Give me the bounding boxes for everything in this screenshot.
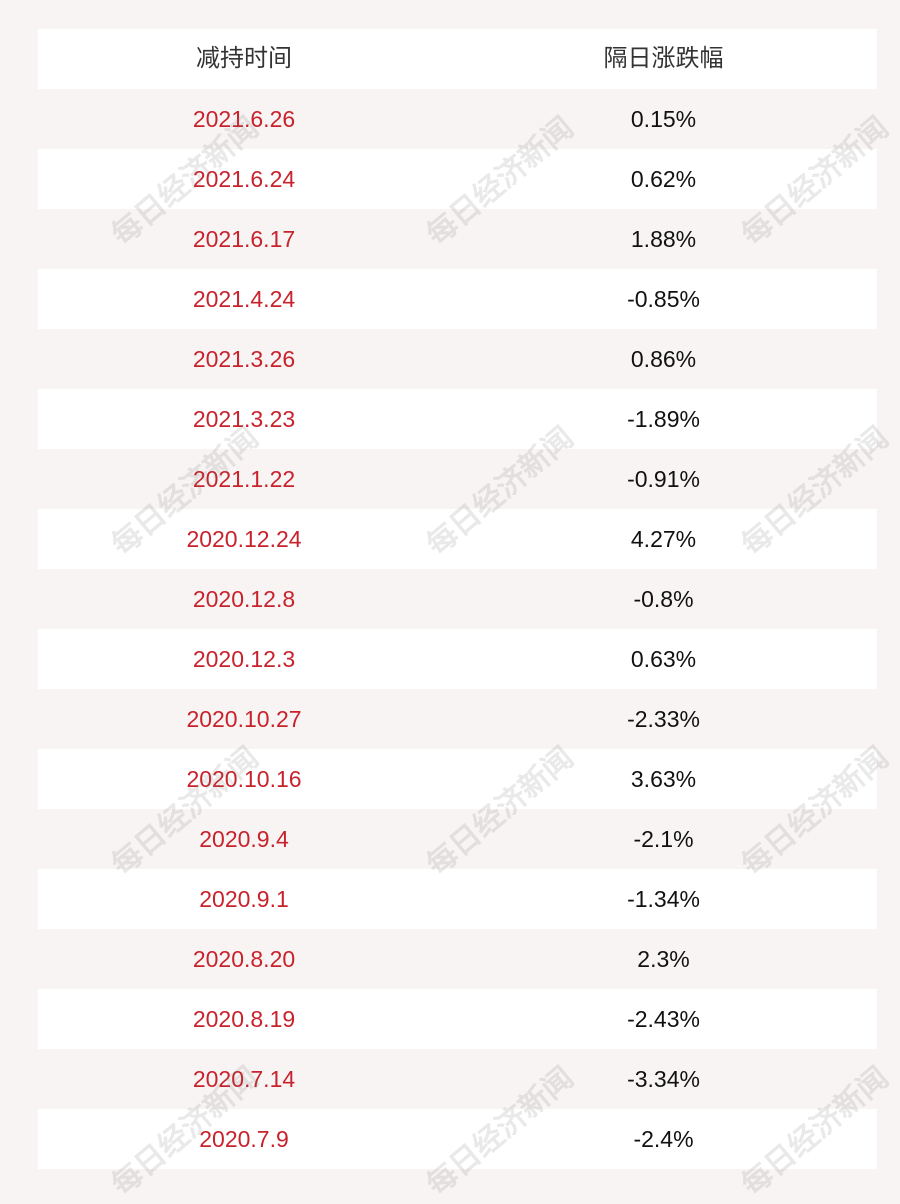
table-row: 2020.8.20 2.3% bbox=[38, 929, 877, 989]
sell-date-cell: 2020.10.16 bbox=[186, 766, 302, 792]
table-row: 2020.9.4 -2.1% bbox=[38, 809, 877, 869]
change-cell: 1.88% bbox=[630, 226, 697, 252]
table-row: 2020.10.27 -2.33% bbox=[38, 689, 877, 749]
table-row: 2020.8.19 -2.43% bbox=[38, 989, 877, 1049]
change-cell: 0.15% bbox=[630, 106, 697, 132]
change-cell: -2.4% bbox=[633, 1126, 694, 1152]
table-row: 2021.4.24 -0.85% bbox=[38, 269, 877, 329]
sell-date-cell: 2020.8.19 bbox=[192, 1006, 296, 1032]
change-cell: -3.34% bbox=[627, 1066, 700, 1092]
change-cell: 0.62% bbox=[630, 166, 697, 192]
sell-date-cell: 2020.9.1 bbox=[199, 886, 289, 912]
header-sell-date: 减持时间 bbox=[196, 45, 292, 72]
change-cell: -2.33% bbox=[627, 706, 700, 732]
change-cell: 0.86% bbox=[630, 346, 697, 372]
sell-date-cell: 2020.9.4 bbox=[199, 826, 289, 852]
sell-date-cell: 2021.6.26 bbox=[192, 106, 296, 132]
change-cell: 0.63% bbox=[630, 646, 697, 672]
change-cell: -1.34% bbox=[627, 886, 700, 912]
header-next-day-change: 隔日涨跌幅 bbox=[603, 45, 724, 72]
table-row: 2020.7.14 -3.34% bbox=[38, 1049, 877, 1109]
data-table: 减持时间 隔日涨跌幅 2021.6.26 0.15% 2021.6.24 0.62% 2… bbox=[38, 29, 877, 1169]
sell-date-cell: 2020.12.24 bbox=[186, 526, 302, 552]
change-cell: -0.8% bbox=[633, 586, 694, 612]
sell-date-cell: 2020.10.27 bbox=[186, 706, 302, 732]
table-row: 2021.6.24 0.62% bbox=[38, 149, 877, 209]
table-row: 2020.12.3 0.63% bbox=[38, 629, 877, 689]
change-cell: 4.27% bbox=[630, 526, 697, 552]
table-row: 2021.3.23 -1.89% bbox=[38, 389, 877, 449]
change-cell: -0.85% bbox=[627, 286, 700, 312]
table-row: 2021.6.26 0.15% bbox=[38, 89, 877, 149]
change-cell: -0.91% bbox=[627, 466, 700, 492]
change-cell: -2.1% bbox=[633, 826, 694, 852]
sell-date-cell: 2021.6.24 bbox=[192, 166, 296, 192]
sell-date-cell: 2021.6.17 bbox=[192, 226, 296, 252]
table-row: 2020.12.8 -0.8% bbox=[38, 569, 877, 629]
table-row: 2020.7.9 -2.4% bbox=[38, 1109, 877, 1169]
change-cell: -1.89% bbox=[627, 406, 700, 432]
table-row: 2021.6.17 1.88% bbox=[38, 209, 877, 269]
sell-date-cell: 2020.12.3 bbox=[192, 646, 296, 672]
change-cell: 2.3% bbox=[637, 946, 690, 972]
table-header-row: 减持时间 隔日涨跌幅 bbox=[38, 29, 877, 89]
sell-date-cell: 2020.7.14 bbox=[192, 1066, 296, 1092]
sell-date-cell: 2020.12.8 bbox=[192, 586, 296, 612]
change-cell: -2.43% bbox=[627, 1006, 700, 1032]
sell-date-cell: 2020.8.20 bbox=[192, 946, 296, 972]
sell-date-cell: 2021.4.24 bbox=[192, 286, 296, 312]
table-row: 2020.10.16 3.63% bbox=[38, 749, 877, 809]
change-cell: 3.63% bbox=[630, 766, 697, 792]
table-row: 2021.3.26 0.86% bbox=[38, 329, 877, 389]
sell-date-cell: 2020.7.9 bbox=[199, 1126, 289, 1152]
sell-date-cell: 2021.1.22 bbox=[192, 466, 296, 492]
table-row: 2021.1.22 -0.91% bbox=[38, 449, 877, 509]
sell-date-cell: 2021.3.26 bbox=[192, 346, 296, 372]
table-row: 2020.12.24 4.27% bbox=[38, 509, 877, 569]
table-row: 2020.9.1 -1.34% bbox=[38, 869, 877, 929]
sell-date-cell: 2021.3.23 bbox=[192, 406, 296, 432]
